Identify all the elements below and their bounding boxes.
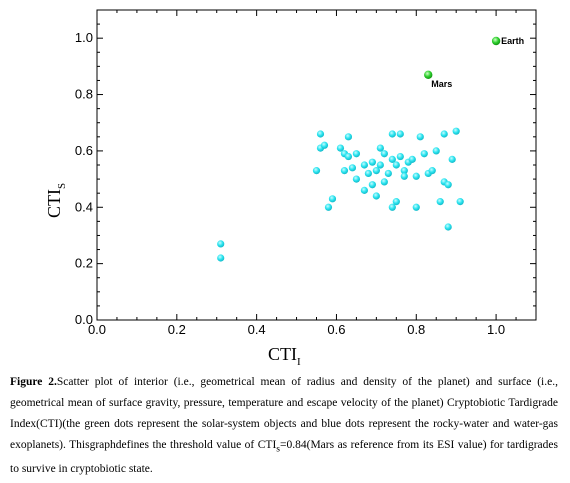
exoplanet-point — [436, 198, 444, 206]
exoplanet-point — [320, 141, 329, 149]
exoplanet-point — [372, 167, 380, 175]
figure-label: Figure 2. — [10, 376, 57, 388]
exoplanet-point — [456, 198, 464, 206]
y-tick-label: 0.4 — [75, 199, 93, 214]
point-label: Earth — [501, 36, 524, 46]
axis-ticks — [96, 9, 537, 321]
plot-frame — [96, 9, 537, 321]
exoplanet-point — [328, 195, 337, 203]
exoplanet-point — [368, 181, 376, 189]
exoplanet-point — [324, 203, 333, 211]
exoplanet-point — [376, 161, 384, 169]
exoplanet-point — [396, 152, 404, 161]
exoplanet-point — [408, 155, 416, 163]
exoplanet-point — [340, 167, 349, 175]
exoplanet-point — [412, 203, 420, 211]
caption-text-end: =0.84(Mars as reference from its ESI val… — [10, 439, 558, 476]
exoplanet-point — [384, 169, 392, 178]
exoplanet-point — [416, 133, 424, 141]
tick-labels: 0.0 0.2 0.4 0.6 0.8 1.0 0.0 0.2 0.4 0.6 0.8 1.0 — [75, 30, 505, 337]
exoplanet-point — [352, 150, 361, 158]
x-tick-label: 0.4 — [248, 322, 266, 337]
solar-system-point — [491, 36, 501, 46]
exoplanet-point — [428, 167, 436, 175]
exoplanet-point — [344, 133, 353, 141]
x-tick-label: 0.0 — [88, 322, 106, 337]
data-points — [217, 36, 501, 262]
solar-system-point — [424, 70, 433, 80]
exoplanet-point — [217, 240, 225, 248]
y-tick-label: 0.8 — [75, 87, 93, 102]
y-axis-title: CTIS — [44, 183, 68, 218]
exoplanet-point — [392, 161, 400, 169]
exoplanet-point — [452, 127, 460, 135]
x-tick-label: 0.6 — [327, 322, 345, 337]
point-labels: Earth Mars — [431, 36, 524, 89]
exoplanet-point — [400, 172, 408, 180]
exoplanet-point — [316, 130, 325, 138]
figure-caption: Figure 2.Scatter plot of interior (i.e.,… — [10, 372, 558, 480]
exoplanet-point — [380, 178, 388, 186]
y-tick-label: 1.0 — [75, 30, 93, 45]
exoplanet-point — [420, 150, 428, 158]
exoplanet-point — [368, 158, 376, 166]
y-tick-label: 0.2 — [75, 256, 93, 271]
exoplanet-point — [360, 161, 368, 169]
exoplanet-point — [392, 198, 400, 206]
y-tick-label: 0.6 — [75, 143, 93, 158]
exoplanet-point — [336, 144, 345, 152]
exoplanet-point — [344, 152, 353, 161]
exoplanet-point — [432, 147, 440, 155]
exoplanet-point — [364, 169, 372, 178]
exoplanet-point — [444, 181, 452, 189]
exoplanet-point — [388, 130, 396, 138]
y-tick-label: 0.0 — [75, 312, 93, 327]
exoplanet-point — [352, 175, 361, 183]
exoplanet-point — [217, 254, 225, 262]
exoplanet-point — [348, 164, 357, 172]
exoplanet-point — [380, 150, 388, 158]
point-label: Mars — [431, 79, 452, 89]
exoplanet-point — [444, 223, 452, 231]
scatter-chart: 0.0 0.2 0.4 0.6 0.8 1.0 0.0 0.2 0.4 0.6 0.8 1.0 Ear… — [44, 9, 537, 368]
exoplanet-point — [400, 167, 408, 175]
caption-text: Scatter plot of interior (i.e., geometri… — [10, 376, 558, 451]
caption-subscript: s — [276, 443, 281, 455]
x-tick-label: 0.8 — [407, 322, 425, 337]
exoplanet-point — [388, 203, 396, 211]
x-tick-label: 0.2 — [168, 322, 186, 337]
x-tick-label: 1.0 — [487, 322, 505, 337]
exoplanet-point — [372, 192, 380, 200]
x-axis-title: CTII — [268, 344, 301, 368]
exoplanet-point — [412, 172, 420, 180]
exoplanet-point — [448, 155, 456, 163]
exoplanet-point — [388, 155, 396, 163]
exoplanet-point — [396, 130, 404, 138]
exoplanet-point — [440, 130, 448, 138]
exoplanet-point — [360, 186, 368, 194]
exoplanet-point — [376, 144, 384, 152]
exoplanet-point — [312, 167, 321, 175]
